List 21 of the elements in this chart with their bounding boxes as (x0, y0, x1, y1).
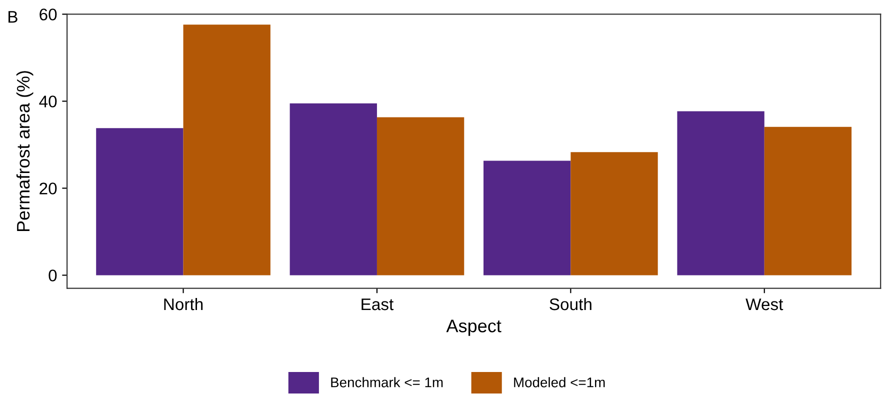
x-tick-label: East (362, 298, 394, 310)
bar (764, 126, 852, 276)
bar (290, 103, 377, 276)
x-tick-label: South (550, 298, 592, 310)
legend-label: Benchmark <= 1m (331, 377, 443, 388)
bar (96, 128, 184, 276)
y-tick-label: 20 (40, 182, 57, 194)
legend-label: Modeled <=1m (514, 377, 605, 388)
bar (183, 24, 270, 276)
bar (376, 117, 464, 276)
y-tick-label: 60 (40, 8, 57, 20)
bar (677, 111, 764, 276)
y-axis-title: Permafrost area (%) (16, 71, 34, 232)
x-axis-title: Aspect (446, 320, 502, 336)
x-tick-label: West (746, 298, 784, 310)
bar (484, 160, 571, 276)
y-tick-label: 40 (39, 96, 57, 108)
bar (570, 152, 658, 276)
y-tick-label: 0 (48, 270, 57, 282)
text: B (8, 11, 18, 23)
x-tick-label: North (164, 298, 203, 310)
